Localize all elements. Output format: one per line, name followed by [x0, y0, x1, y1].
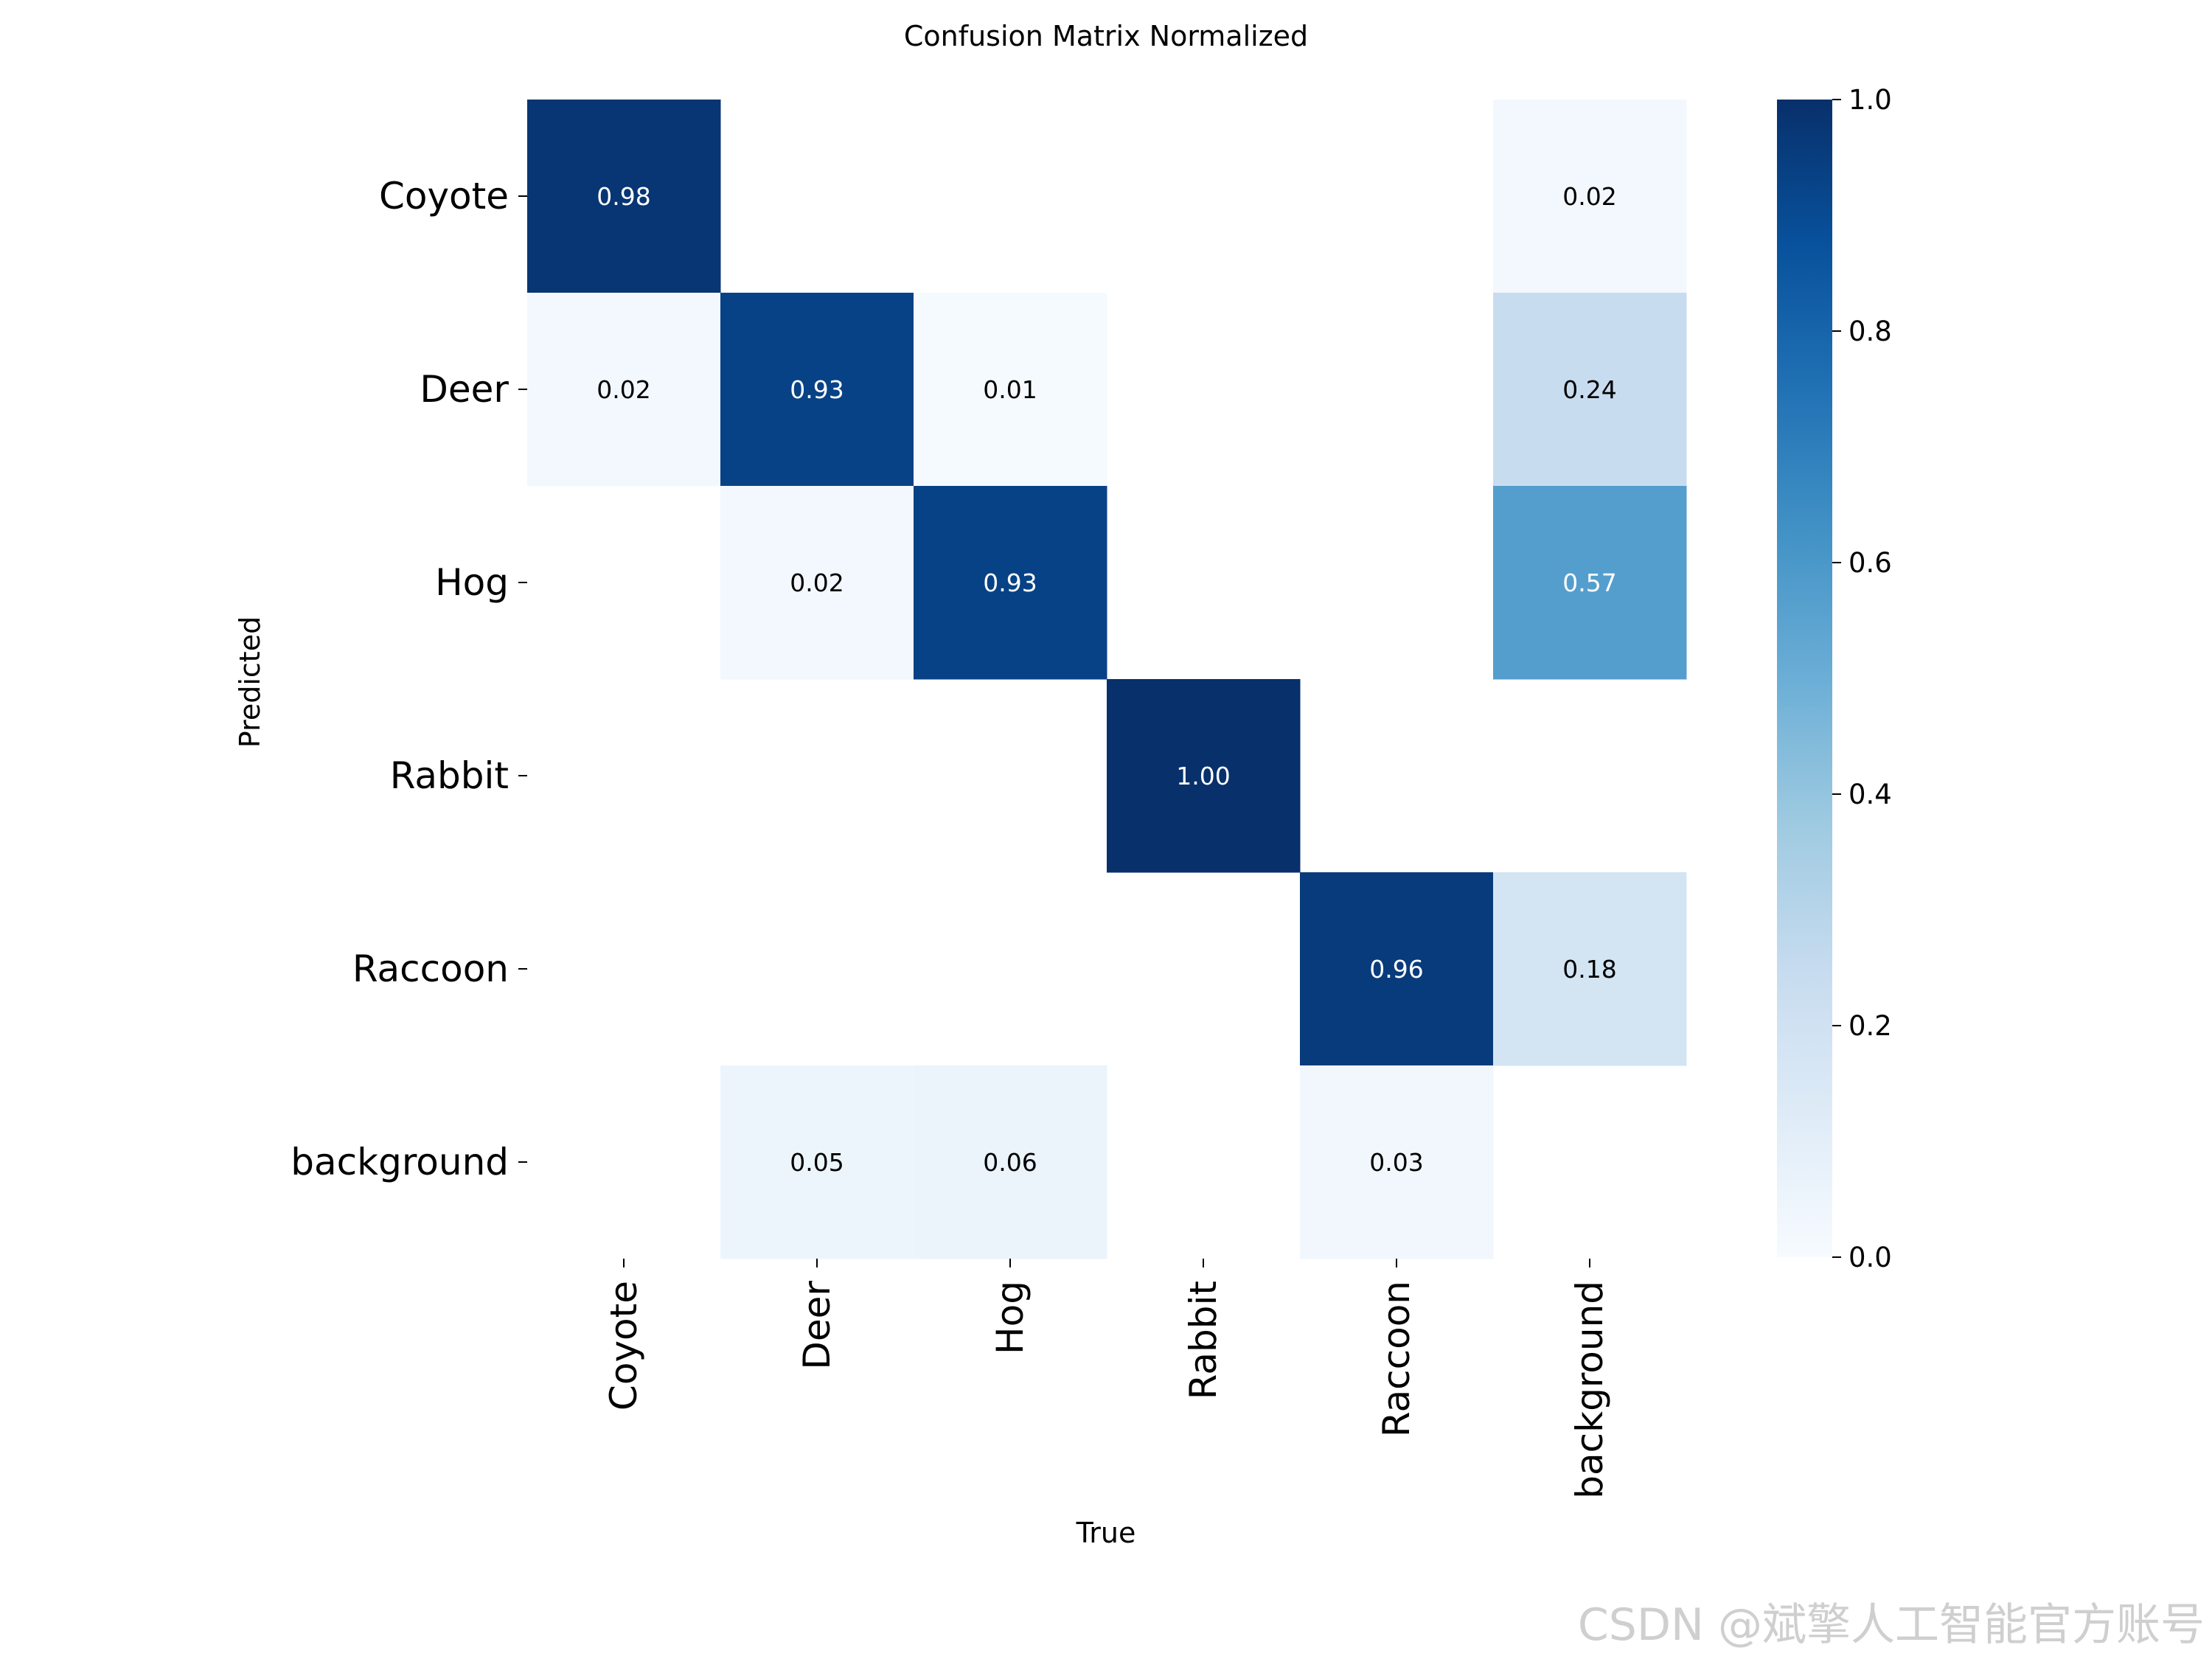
x-tick-label: Raccoon [1375, 1281, 1418, 1437]
colorbar [1777, 100, 1832, 1257]
watermark: CSDN @斌擎人工智能官方账号 [1577, 1599, 2205, 1651]
cell-value-label: 0.24 [1562, 375, 1616, 404]
heatmap-cell [914, 293, 1107, 487]
cell-value-label: 0.03 [1369, 1148, 1423, 1177]
cell-value-label: 0.96 [1369, 955, 1423, 984]
y-axis-ticks: Coyote Deer Hog Rabbit Raccoon background [291, 175, 527, 1183]
heatmap-cell [1300, 872, 1494, 1066]
heatmap-cell [1493, 100, 1687, 293]
x-axis-ticks: Coyote Deer Hog Rabbit Raccoon background [602, 1259, 1611, 1499]
heatmap-cell [1493, 872, 1687, 1066]
cell-value-label: 0.02 [597, 375, 650, 404]
y-tick-label: Deer [420, 368, 509, 411]
cell-value-label: 1.00 [1176, 762, 1230, 790]
cell-value-label: 0.02 [1562, 182, 1616, 211]
heatmap-cell-labels: 0.98 0.02 0.02 0.93 0.01 0.24 0.02 0.93 0.57 1.00… [597, 182, 1616, 1177]
colorbar-ticks: 0.0 0.2 0.4 0.6 0.8 1.0 [1832, 84, 1892, 1273]
cell-value-label: 0.57 [1562, 568, 1616, 597]
x-tick-label: Deer [796, 1281, 838, 1370]
heatmap-cell [1107, 679, 1301, 873]
cell-value-label: 0.02 [790, 568, 844, 597]
colorbar-tick-label: 0.2 [1848, 1010, 1892, 1042]
y-tick-label: background [291, 1141, 509, 1183]
heatmap-cell [720, 486, 914, 680]
heatmap-cell [527, 293, 721, 487]
heatmap-cell [527, 100, 721, 293]
heatmap-cell [720, 1065, 914, 1259]
colorbar-tick-label: 1.0 [1848, 84, 1892, 116]
cell-value-label: 0.93 [790, 375, 844, 404]
y-axis-label: Predicted [234, 616, 266, 748]
cell-value-label: 0.01 [983, 375, 1037, 404]
y-tick-label: Coyote [379, 175, 509, 218]
y-tick-label: Raccoon [352, 947, 509, 990]
heatmap-cell [914, 1065, 1107, 1259]
x-tick-label: Coyote [602, 1281, 645, 1411]
colorbar-tick-label: 0.8 [1848, 316, 1892, 347]
colorbar-tick-label: 0.6 [1848, 547, 1892, 579]
y-tick-label: Hog [435, 561, 509, 604]
chart-title: Confusion Matrix Normalized [904, 20, 1308, 52]
cell-value-label: 0.06 [983, 1148, 1037, 1177]
heatmap-cell [1493, 486, 1687, 680]
heatmap-cell [1493, 293, 1687, 487]
x-tick-label: Hog [989, 1281, 1032, 1354]
cell-value-label: 0.93 [983, 568, 1037, 597]
cell-value-label: 0.05 [790, 1148, 844, 1177]
x-tick-label: background [1568, 1281, 1611, 1499]
heatmap-cell [1300, 1065, 1494, 1259]
cell-value-label: 0.98 [597, 182, 650, 211]
colorbar-tick-label: 0.4 [1848, 779, 1892, 810]
cell-value-label: 0.18 [1562, 955, 1616, 984]
y-tick-label: Rabbit [390, 754, 509, 797]
colorbar-tick-label: 0.0 [1848, 1242, 1892, 1273]
x-tick-label: Rabbit [1182, 1281, 1225, 1399]
heatmap-cells [527, 100, 1687, 1259]
heatmap-cell [720, 293, 914, 487]
heatmap-cell [914, 486, 1107, 680]
x-axis-label: True [1076, 1517, 1136, 1549]
